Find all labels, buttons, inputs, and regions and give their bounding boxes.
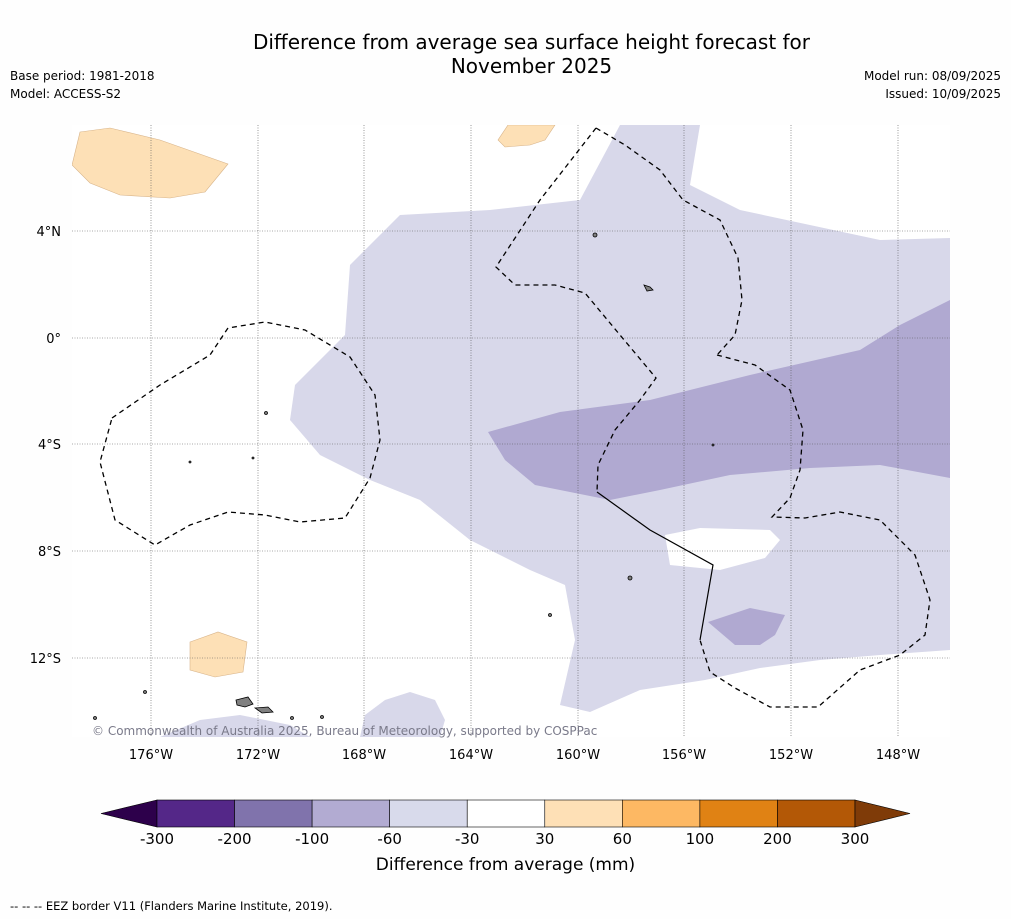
colorbar-tick: 30 <box>535 830 554 848</box>
island-small-6 <box>93 716 97 720</box>
title-line-1: Difference from average sea surface heig… <box>252 30 811 54</box>
lon-label: 160°W <box>556 748 600 763</box>
anomaly-region-orange-1 <box>72 127 229 199</box>
base-period: Base period: 1981-2018 <box>10 69 155 83</box>
anomaly-region-light-purple-3 <box>360 692 445 737</box>
island-small-2 <box>592 232 598 238</box>
colorbar-segment <box>234 799 313 828</box>
colorbar-tick: -100 <box>295 830 329 848</box>
lon-label: 156°W <box>662 748 706 763</box>
colorbar-tick: -200 <box>218 830 252 848</box>
model-name: Model: ACCESS-S2 <box>10 87 122 101</box>
eez-borders <box>99 127 931 708</box>
island-small-1 <box>643 284 654 292</box>
island-small-11 <box>290 716 294 720</box>
island-small-9 <box>188 460 192 464</box>
lat-label: 4°N <box>37 225 62 240</box>
issued-date: Issued: 10/09/2025 <box>885 87 1001 101</box>
anomaly-region-mid-purple-2 <box>708 608 785 645</box>
colorbar-label: Difference from average (mm) <box>375 855 636 875</box>
anomaly-region-orange-2 <box>497 125 556 148</box>
island-small-4 <box>264 411 268 415</box>
eez-footnote: -- -- -- EEZ border V11 (Flanders Marine… <box>10 899 333 913</box>
colorbar-tick: -60 <box>377 830 402 848</box>
eez-border-west <box>99 321 381 546</box>
colorbar-tick: 60 <box>613 830 632 848</box>
anomaly-fields <box>72 125 950 737</box>
island-small-12 <box>320 715 324 719</box>
island-savaii <box>235 696 254 708</box>
anomaly-region-mid-purple <box>488 300 950 500</box>
lon-label: 172°W <box>236 748 280 763</box>
island-upolu <box>253 706 274 714</box>
lat-label: 4°S <box>38 438 61 453</box>
lon-label: 152°W <box>769 748 813 763</box>
gridlines <box>72 125 950 737</box>
colorbar-segment <box>699 799 778 828</box>
copyright-notice: © Commonwealth of Australia 2025, Bureau… <box>92 724 598 738</box>
colorbar-segment <box>466 799 546 828</box>
lon-label: 164°W <box>449 748 493 763</box>
colorbar-segment <box>544 799 623 828</box>
lon-label: 148°W <box>876 748 920 763</box>
colorbar-segment <box>389 799 468 828</box>
solid-boundary <box>596 491 714 641</box>
colorbar-segment <box>311 799 390 828</box>
island-small-10 <box>251 456 255 460</box>
model-run: Model run: 08/09/2025 <box>863 69 1001 83</box>
colorbar-segment <box>156 799 235 828</box>
lon-label: 168°W <box>342 748 386 763</box>
axis-labels: 4°N 0° 4°S 8°S 12°S 176°W 172°W 168°W 164°W 160°W… <box>30 225 921 763</box>
colorbar-tick: 100 <box>686 830 715 848</box>
meta-right: Model run: 08/09/2025 Issued: 10/09/2025 <box>864 67 1001 103</box>
island-small-7 <box>548 613 552 617</box>
chart-title: Difference from average sea surface heig… <box>0 30 1011 78</box>
colorbar-segment <box>622 799 701 828</box>
colorbar-extend-low <box>100 799 158 828</box>
meta-left: Base period: 1981-2018 Model: ACCESS-S2 <box>10 67 155 103</box>
islands <box>93 232 715 720</box>
island-small-3 <box>627 575 633 581</box>
colorbar: -300 -200 -100 -60 -30 30 60 100 200 300 <box>100 799 911 848</box>
colorbar-tick: -30 <box>455 830 480 848</box>
lat-label: 0° <box>46 332 61 347</box>
eez-border-central <box>595 127 743 356</box>
eez-border-central-2 <box>495 127 657 493</box>
eez-border-east <box>699 354 931 708</box>
lat-label: 8°S <box>38 545 61 560</box>
colorbar-tick: 200 <box>763 830 792 848</box>
lat-label: 12°S <box>30 652 61 667</box>
title-line-2: November 2025 <box>450 54 613 78</box>
island-small-8 <box>711 443 715 447</box>
colorbar-extend-high <box>854 799 911 828</box>
lon-label: 176°W <box>129 748 173 763</box>
colorbar-tick: -300 <box>140 830 174 848</box>
colorbar-segment <box>777 799 856 828</box>
colorbar-tick: 300 <box>841 830 870 848</box>
anomaly-region-orange-3 <box>189 631 248 678</box>
anomaly-region-light-purple-2 <box>160 715 310 737</box>
island-small-5 <box>143 690 147 694</box>
